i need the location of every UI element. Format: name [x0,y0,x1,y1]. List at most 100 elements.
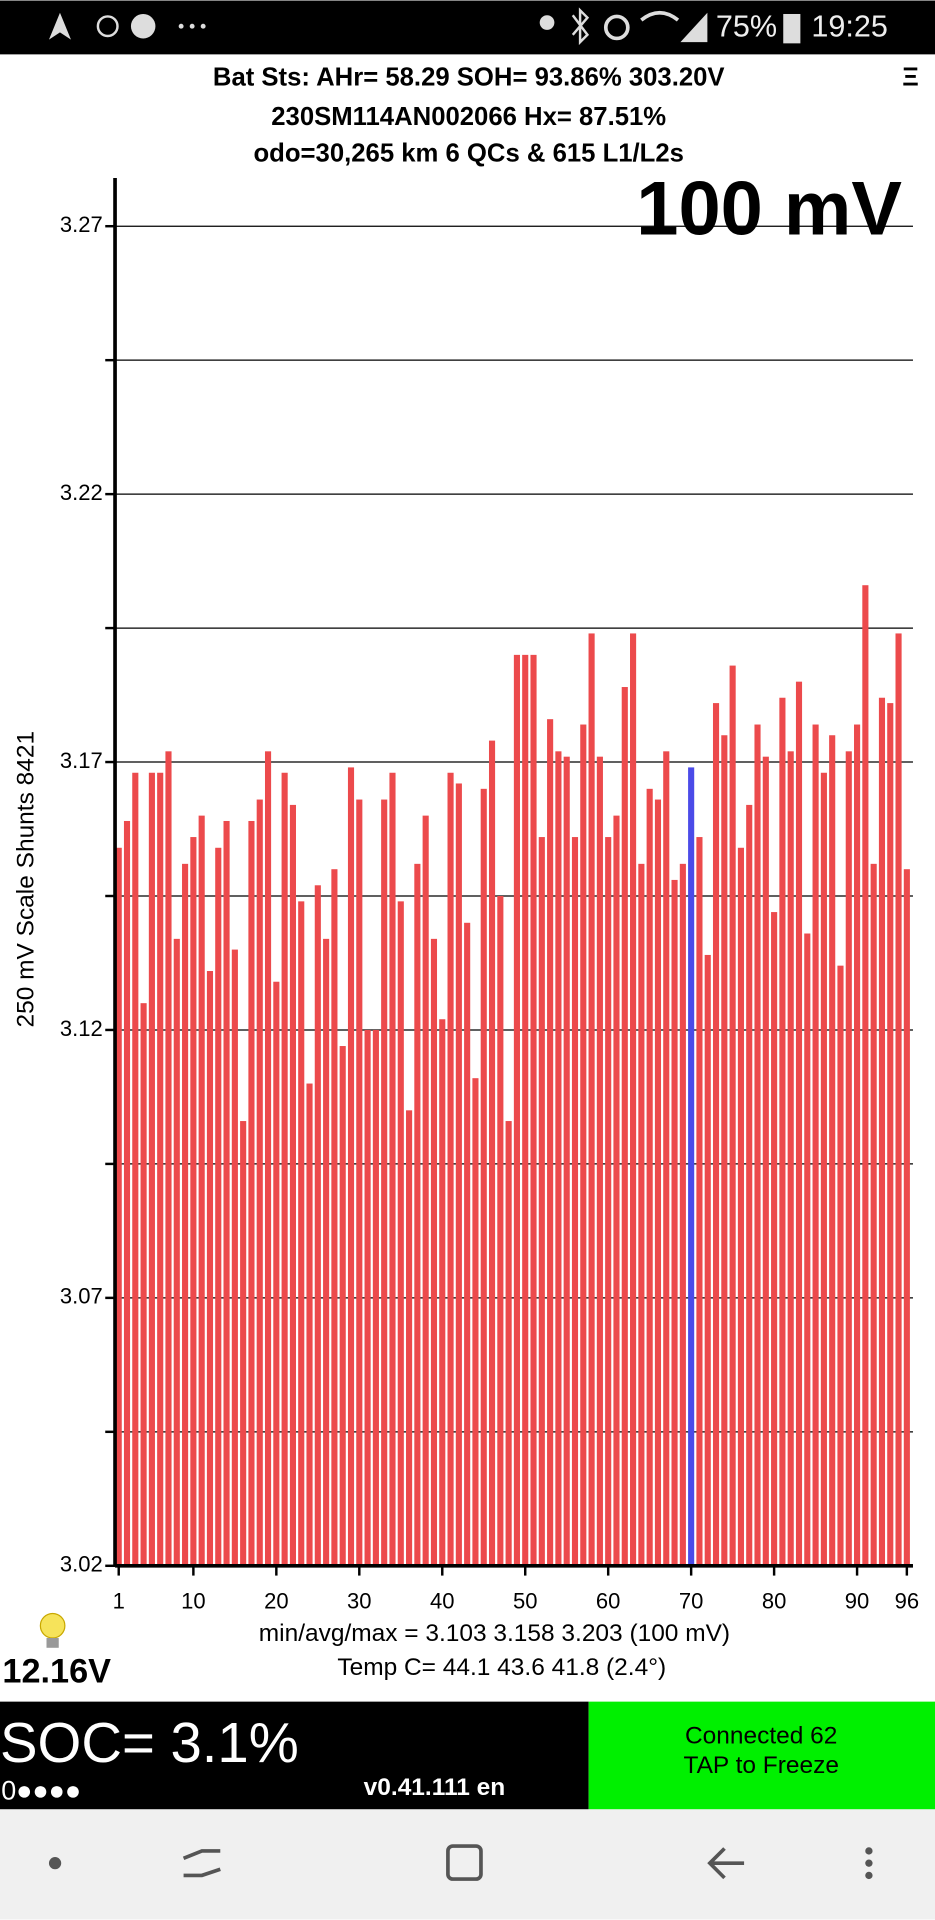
bar [157,772,164,1566]
bar [464,922,471,1566]
bar [240,1121,247,1566]
bar [555,751,562,1566]
bar [795,681,803,1566]
menu-button[interactable]: Ξ [902,64,919,92]
x-tick-label: 96 [895,1588,920,1613]
bar [663,751,670,1566]
home-button[interactable] [446,1844,483,1881]
bar [729,665,736,1566]
back-button[interactable] [707,1847,745,1880]
chart[interactable]: 100 mV 250 mV Scale Shunts 8421 3.02 3.07… [12,167,919,1614]
bar [621,687,628,1566]
bar [281,772,288,1566]
more-button[interactable] [865,1871,873,1880]
nav-icon [48,12,71,40]
bulb-base [46,1637,59,1648]
y-tick-label: 3.22 [60,480,103,505]
bar [812,724,819,1566]
bar [223,820,230,1566]
alarm-icon [603,14,630,41]
more-button[interactable] [865,1847,873,1855]
bar [779,697,786,1566]
recent-button[interactable] [182,1849,221,1878]
bar [878,697,886,1566]
battery-percent: 75% [716,10,777,44]
freeze-hint: TAP to Freeze [683,1752,839,1779]
bar [820,772,827,1566]
bar [182,863,189,1566]
bar [754,724,761,1566]
bar [339,1046,346,1566]
bar [903,869,910,1566]
bar [422,815,429,1566]
x-tick-label: 30 [347,1588,372,1613]
bar [630,633,637,1566]
x-tick-label: 60 [596,1588,621,1613]
bar [264,751,272,1566]
status-bar [0,0,935,55]
bar [455,783,462,1566]
bar [870,863,877,1566]
dot [200,23,206,29]
bar [447,772,454,1566]
bar [887,703,894,1566]
y-axis-label: 250 mV Scale Shunts 8421 [12,731,39,1028]
bar [389,772,396,1566]
bar [688,767,695,1566]
bar [406,1110,413,1566]
connection-status: Connected 62 [685,1723,837,1750]
more-button[interactable] [865,1859,873,1867]
version: v0.41.111 en [364,1774,506,1801]
bar [513,654,520,1566]
bar [721,735,728,1566]
bar [605,837,612,1566]
bar [439,1019,446,1566]
bar [671,879,678,1566]
soc-panel [0,1701,589,1810]
dots: 0●●●● [1,1775,81,1805]
bar [862,585,869,1566]
bar [638,863,645,1566]
nav-dot[interactable] [48,1857,62,1870]
bar [488,740,496,1566]
bar [206,971,214,1566]
bar [696,837,703,1566]
bar [198,815,205,1566]
y-tick-label: 3.27 [60,212,103,237]
y-tick-label: 3.07 [60,1284,103,1309]
bar [746,804,753,1566]
bar [837,965,844,1566]
dot [178,23,184,29]
freeze-button[interactable] [588,1701,935,1810]
telegram-icon [130,13,156,39]
bar [215,847,222,1566]
bar [414,863,421,1566]
bar [580,724,587,1566]
bar [571,837,579,1566]
x-tick-label: 70 [679,1588,704,1613]
bar [522,654,529,1566]
bar [854,724,861,1566]
bar [737,847,744,1566]
bluetooth-icon [571,7,590,46]
location-icon [539,15,555,30]
bar [563,756,570,1566]
bar [140,1003,147,1566]
battery-icon [783,13,801,44]
dot [189,23,195,29]
header-line: odo=30,265 km 6 QCs & 615 L1/L2s [253,140,683,168]
bar [356,799,363,1566]
x-tick-label: 1 [113,1588,125,1613]
bar [372,1029,379,1566]
bar [497,895,504,1566]
bar [132,772,139,1566]
bar [472,1078,479,1566]
x-tick-label: 90 [845,1588,869,1613]
bar [248,820,255,1566]
bar [397,901,404,1566]
bar [646,788,653,1566]
y-tick-label: 3.12 [60,1016,103,1041]
bar [787,751,794,1566]
bar [323,938,330,1566]
